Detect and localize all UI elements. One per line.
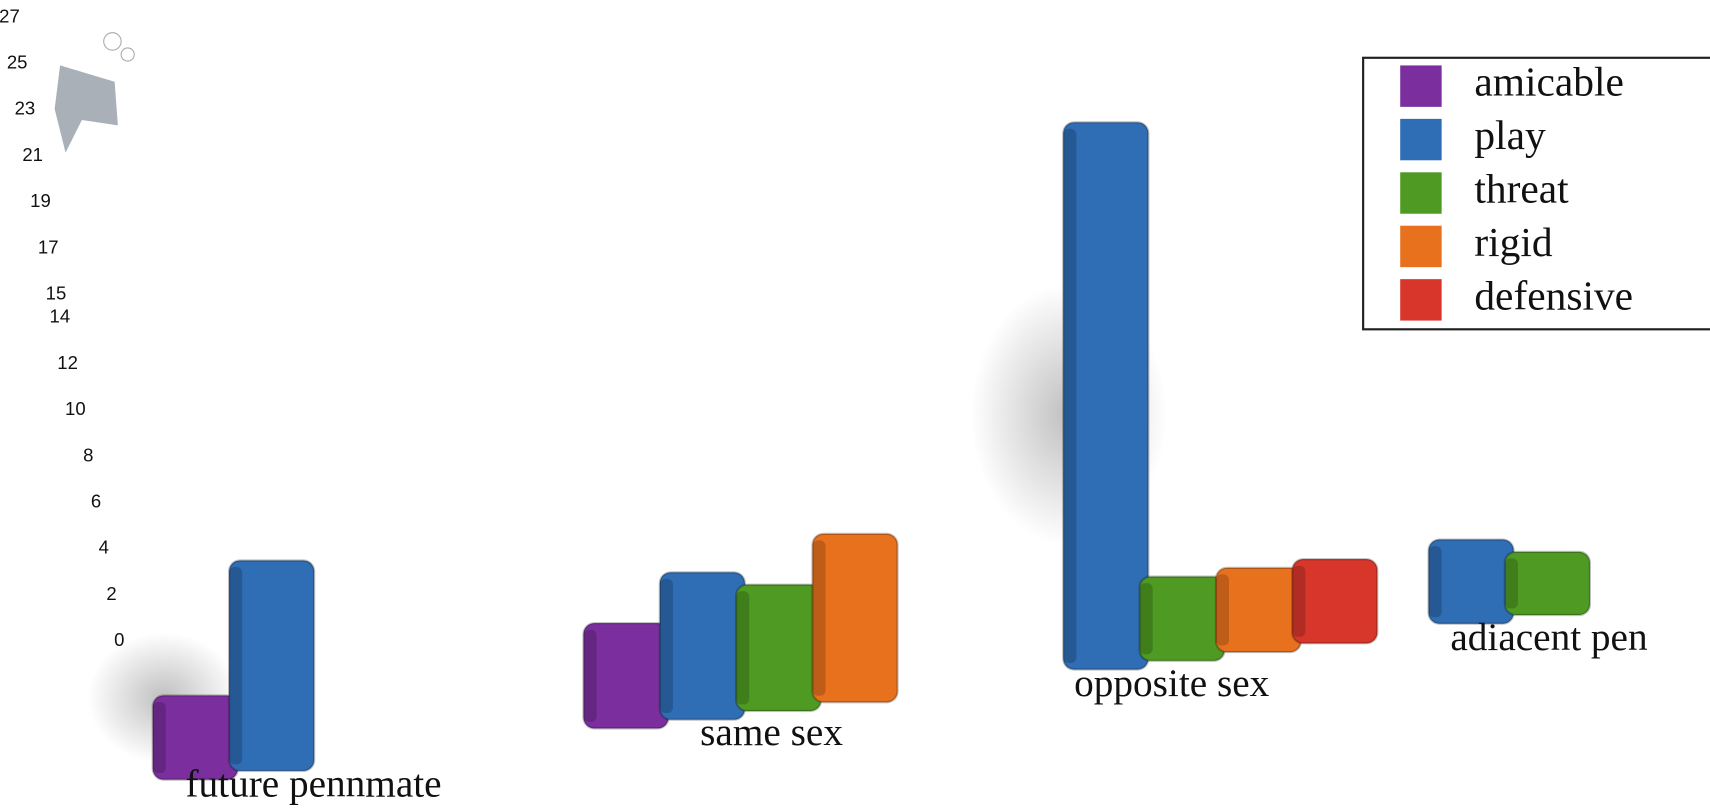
legend-swatch [1400,279,1442,321]
bar-side [152,702,166,774]
legend-swatch [1400,225,1442,268]
y-tick-label: 14 [50,306,71,327]
y-tick-label: 23 [15,98,36,119]
y-tick-label: 12 [57,352,78,373]
legend-label: amicable [1474,59,1624,105]
bar-side [1428,546,1442,618]
bar-side [1215,574,1230,646]
y-tick-label: 0 [114,629,124,650]
y-tick-label: 27 [0,5,20,26]
bar-side [812,540,826,696]
x-tick-label: adiacent pen [1450,616,1648,659]
bar-side [736,591,750,705]
decor-bubble [120,47,135,62]
bar-side [229,567,243,765]
y-tick-label: 10 [65,398,86,419]
x-tick-label: opposite sex [1074,662,1270,705]
x-tick-label: future pennmate [185,762,441,805]
y-tick-label: 21 [22,144,43,165]
y-tick-label: 2 [106,583,116,604]
y-tick-label: 17 [38,236,59,257]
bar-side [659,578,673,714]
bar-side [1292,565,1306,637]
legend-label: defensive [1474,272,1633,318]
bar [1503,550,1592,617]
legend-label: play [1474,112,1546,158]
bar [1291,558,1379,645]
bar-side [1139,583,1153,655]
bar-side [583,629,597,722]
bar-side [1504,558,1518,609]
y-tick-label: 25 [7,52,28,73]
bar-side [1063,128,1077,663]
legend-label: threat [1474,166,1569,212]
y-tick-label: 4 [99,537,109,558]
legend-swatch [1400,172,1442,214]
decor-ray [54,65,118,153]
y-tick-label: 19 [30,190,51,211]
y-tick-label: 15 [46,283,67,304]
legend-swatch [1400,118,1442,161]
bar [811,532,899,704]
y-tick-label: 6 [91,490,101,511]
legend-label: rigid [1474,219,1553,265]
bar [1062,121,1150,671]
bar [228,559,316,773]
y-tick-label: 8 [83,444,93,465]
legend-swatch [1400,65,1442,107]
x-tick-label: same sex [700,711,843,754]
decor-bubble [103,32,122,51]
